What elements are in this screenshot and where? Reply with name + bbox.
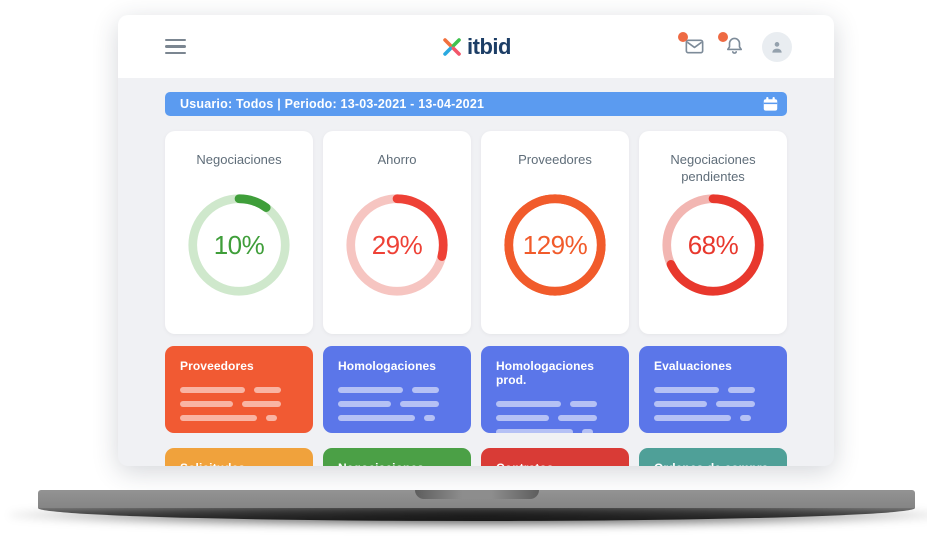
module-title: Homologaciones prod. <box>496 359 595 387</box>
notifications-button[interactable] <box>718 31 746 59</box>
metric-title: Ahorro <box>377 152 417 167</box>
modules-grid-row1: Proveedores Homologaciones Homologacione… <box>165 346 787 433</box>
donut-arc <box>504 194 606 296</box>
donut-arc <box>188 194 290 296</box>
metric-card[interactable]: Ahorro 29% <box>323 131 471 334</box>
logo-text: itbid <box>467 33 511 59</box>
app-logo[interactable]: itbid <box>441 34 511 60</box>
itbid-x-icon <box>443 37 461 56</box>
metric-value: 129% <box>522 229 588 260</box>
laptop-thumb-notch <box>414 490 539 499</box>
metric-card[interactable]: Negociaciones pendientes 68% <box>639 131 787 334</box>
module-card[interactable]: Negociaciones <box>323 448 471 466</box>
modules-grid-row2: Solicitudes Negociaciones Contratos Orde… <box>165 448 787 466</box>
donut-chart: 68% <box>660 192 766 298</box>
metric-card[interactable]: Negociaciones 10% <box>165 131 313 334</box>
metric-value: 68% <box>687 229 739 260</box>
module-title: Solicitudes <box>180 461 298 466</box>
module-title: Evaluaciones <box>654 359 732 373</box>
module-card[interactable]: Proveedores <box>165 346 313 433</box>
metric-title: Proveedores <box>518 152 592 167</box>
laptop-base <box>10 490 927 528</box>
laptop-screen-window: itbid <box>118 15 834 466</box>
filter-bar[interactable]: Usuario: Todos | Periodo: 13-03-2021 - 1… <box>165 92 787 116</box>
module-title: Homologaciones <box>338 359 437 373</box>
metric-card[interactable]: Proveedores 129% <box>481 131 629 334</box>
filter-text: Usuario: Todos | Periodo: 13-03-2021 - 1… <box>180 97 485 111</box>
module-skeleton-lines <box>338 387 456 421</box>
user-avatar-button[interactable] <box>762 31 792 62</box>
module-title: Negociaciones <box>338 461 456 466</box>
module-skeleton-lines <box>496 401 614 433</box>
mail-notification-dot <box>678 31 688 42</box>
donut-chart: 10% <box>186 192 292 298</box>
metric-value: 29% <box>371 229 423 260</box>
metrics-grid: Negociaciones 10% Ahorro 29% Proveedores <box>165 131 787 334</box>
bell-notification-dot <box>718 31 728 42</box>
laptop-base-edge <box>38 490 915 508</box>
module-card[interactable]: Homologaciones <box>323 346 471 433</box>
module-card[interactable]: Contratos <box>481 448 629 466</box>
donut-chart: 129% <box>502 192 608 298</box>
metric-title: Negociaciones pendientes <box>670 152 756 184</box>
metric-value: 10% <box>213 229 265 260</box>
module-card[interactable]: Evaluaciones <box>639 346 787 433</box>
module-card[interactable]: Homologaciones prod. <box>481 346 629 433</box>
app-header: itbid <box>118 15 834 78</box>
hamburger-menu-icon[interactable] <box>165 38 186 55</box>
module-skeleton-lines <box>654 387 772 421</box>
mail-icon <box>685 39 703 54</box>
metric-title: Negociaciones <box>196 152 282 167</box>
donut-arc <box>346 194 448 296</box>
person-icon <box>772 41 782 53</box>
calendar-icon[interactable] <box>761 95 780 114</box>
donut-arc <box>662 194 764 296</box>
module-title: Ordenes de compra <box>654 461 772 466</box>
module-card[interactable]: Solicitudes <box>165 448 313 466</box>
module-skeleton-lines <box>180 387 298 421</box>
module-title: Contratos <box>496 461 614 466</box>
module-title: Proveedores <box>180 359 254 373</box>
donut-chart: 29% <box>344 192 450 298</box>
module-card[interactable]: Ordenes de compra <box>639 448 787 466</box>
bell-icon <box>726 37 742 54</box>
mail-button[interactable] <box>678 31 706 59</box>
